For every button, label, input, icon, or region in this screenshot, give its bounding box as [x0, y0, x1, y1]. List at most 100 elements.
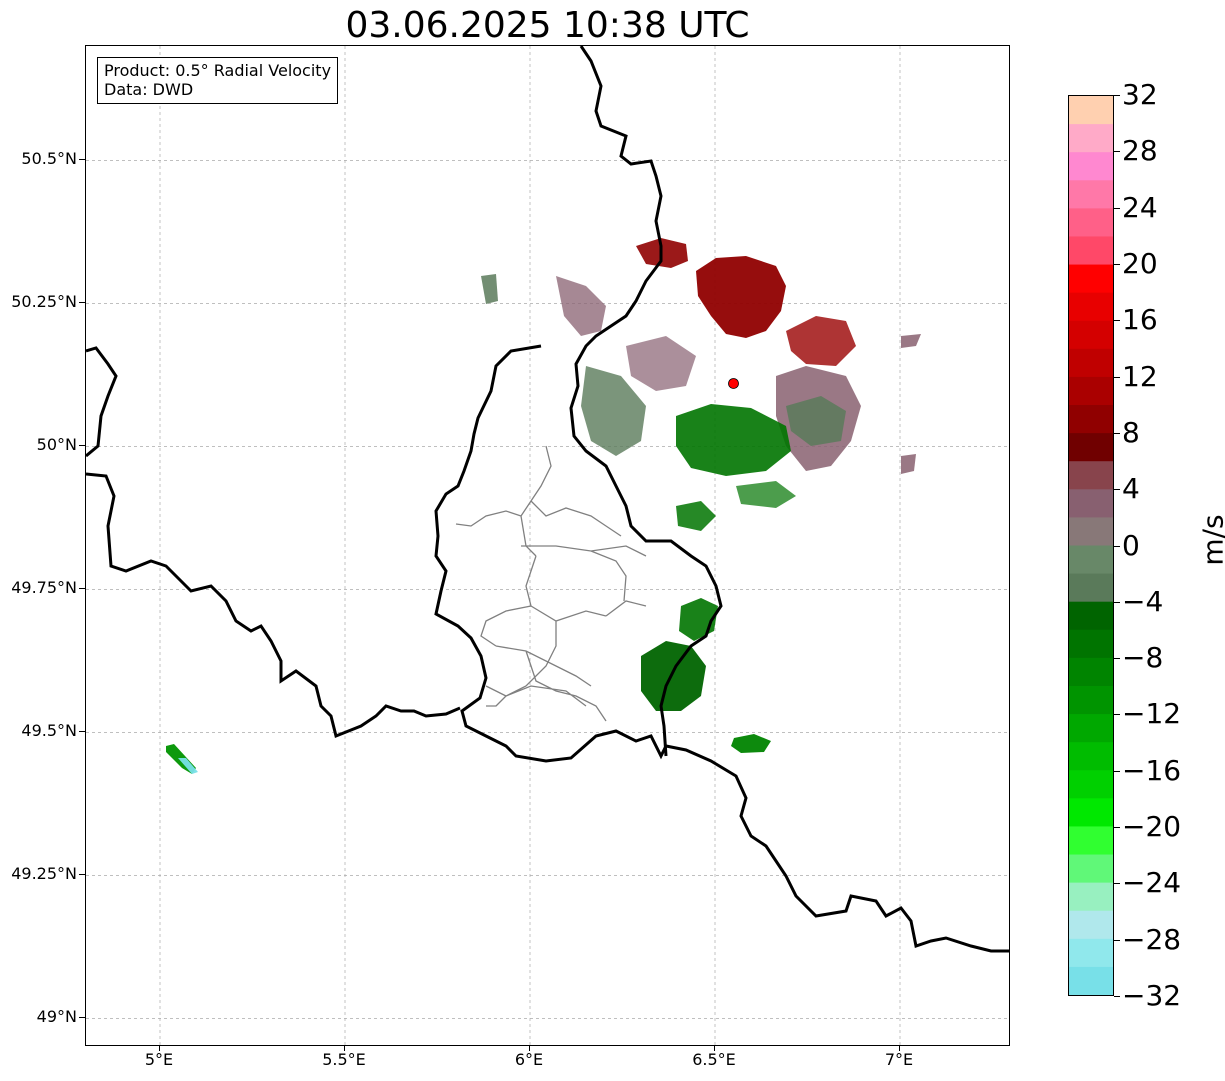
lat-tick-mark	[79, 159, 85, 161]
colorbar-tick-mark	[1114, 939, 1120, 941]
colorbar-segment	[1069, 798, 1113, 828]
lat-tick-mark	[79, 1017, 85, 1019]
echo-inbound-east	[786, 396, 846, 446]
colorbar-tick-mark	[1114, 95, 1120, 96]
colorbar-tick-mark	[1114, 376, 1120, 378]
lon-tick-mark	[899, 1046, 900, 1051]
echo-mixed-northwest	[556, 276, 606, 336]
echo-scattered-1	[676, 501, 716, 531]
colorbar-segment	[1069, 376, 1113, 406]
colorbar-tick-label: −8	[1122, 641, 1164, 675]
colorbar-segment	[1069, 545, 1113, 575]
colorbar-tick-label: −16	[1122, 753, 1182, 787]
colorbar-segment	[1069, 629, 1113, 659]
lon-tick-mark	[159, 1046, 160, 1051]
colorbar-segment	[1069, 826, 1113, 856]
lat-tick-label: 49°N	[36, 1007, 77, 1027]
colorbar-segment	[1069, 882, 1113, 912]
colorbar-segment	[1069, 517, 1113, 547]
colorbar-tick-mark	[1114, 432, 1120, 434]
colorbar-tick-label: −32	[1122, 979, 1182, 1012]
lat-tick-label: 49.5°N	[21, 721, 77, 741]
lon-tick-mark	[529, 1046, 530, 1051]
lat-tick-mark	[79, 302, 85, 304]
colorbar-tick-mark	[1114, 883, 1120, 885]
colorbar-segment	[1069, 685, 1113, 715]
colorbar-unit-label: m/s	[1196, 514, 1225, 566]
echo-inbound-far-west-edge	[178, 758, 198, 774]
colorbar-tick-mark	[1114, 714, 1120, 716]
district-boundaries	[455, 445, 647, 722]
product-label: Product: 0.5° Radial Velocity	[104, 61, 332, 80]
country-border-west	[86, 346, 461, 739]
lat-tick-label: 50°N	[36, 435, 77, 455]
colorbar-tick-label: −20	[1122, 810, 1182, 844]
colorbar-segment	[1069, 96, 1113, 125]
colorbar-tick-mark	[1114, 827, 1120, 829]
colorbar-segment	[1069, 657, 1113, 687]
colorbar-tick-label: 32	[1122, 78, 1158, 111]
lon-tick-label: 5.5°E	[322, 1050, 366, 1069]
colorbar-tick-label: 20	[1122, 246, 1158, 280]
colorbar-gradient	[1069, 96, 1113, 995]
colorbar-segment	[1069, 966, 1113, 995]
colorbar-tick-label: 28	[1122, 134, 1158, 168]
colorbar-tick-label: −12	[1122, 697, 1182, 731]
lat-tick-label: 49.75°N	[11, 578, 77, 598]
colorbar-segment	[1069, 742, 1113, 771]
colorbar-segment	[1069, 320, 1113, 350]
colorbar-tick-label: −28	[1122, 922, 1182, 956]
colorbar-tick-label: 16	[1122, 303, 1158, 337]
product-info-box: Product: 0.5° Radial Velocity Data: DWD	[97, 57, 339, 104]
radar-echoes	[166, 238, 921, 774]
echo-outbound-east	[786, 316, 856, 366]
colorbar-segment	[1069, 770, 1113, 799]
colorbar-segment	[1069, 405, 1113, 434]
lon-tick-mark	[714, 1046, 715, 1051]
echo-mixed-west	[581, 366, 646, 456]
lat-tick-mark	[79, 445, 85, 447]
colorbar-tick-label: 8	[1122, 415, 1140, 449]
map-panel[interactable]	[85, 45, 1010, 1046]
colorbar-tick-mark	[1114, 545, 1120, 547]
colorbar-tick-label: 0	[1122, 528, 1140, 562]
map-title: 03.06.2025 10:38 UTC	[345, 5, 750, 46]
colorbar-segment	[1069, 938, 1113, 968]
colorbar-segment	[1069, 180, 1113, 209]
radar-map	[86, 46, 1009, 1045]
colorbar-tick-mark	[1114, 996, 1120, 997]
colorbar-tick-mark	[1114, 770, 1120, 772]
colorbar-segment	[1069, 208, 1113, 238]
colorbar-segment	[1069, 573, 1113, 603]
colorbar-tick-label: −4	[1122, 584, 1164, 618]
colorbar-segment	[1069, 910, 1113, 940]
lat-tick-mark	[79, 731, 85, 733]
colorbar-segment	[1069, 348, 1113, 378]
colorbar-segment	[1069, 854, 1113, 884]
lat-tick-label: 50.25°N	[11, 292, 77, 312]
colorbar-segment	[1069, 461, 1113, 490]
echo-scattered-2	[736, 481, 796, 508]
colorbar-segment	[1069, 292, 1113, 322]
colorbar-tick-label: 24	[1122, 190, 1158, 224]
colorbar-segment	[1069, 152, 1113, 181]
echo-scattered-5	[901, 454, 916, 474]
colorbar	[1068, 95, 1114, 996]
colorbar-tick-label: 12	[1122, 359, 1158, 393]
echo-scattered-3	[481, 274, 498, 304]
echo-scattered-4	[901, 334, 921, 348]
colorbar-tick-mark	[1114, 489, 1120, 491]
colorbar-tick-mark	[1114, 207, 1120, 209]
lon-tick-mark	[344, 1046, 345, 1051]
data-source-label: Data: DWD	[104, 80, 194, 99]
lon-tick-label: 5°E	[144, 1050, 174, 1069]
colorbar-segment	[1069, 489, 1113, 519]
lat-tick-mark	[79, 874, 85, 876]
country-border-north	[569, 46, 723, 757]
colorbar-segment	[1069, 236, 1113, 266]
echo-inbound-center	[676, 404, 791, 476]
lat-tick-label: 49.25°N	[11, 864, 77, 884]
colorbar-tick-label: −24	[1122, 866, 1182, 900]
colorbar-segment	[1069, 601, 1113, 631]
boundaries	[86, 46, 1009, 953]
